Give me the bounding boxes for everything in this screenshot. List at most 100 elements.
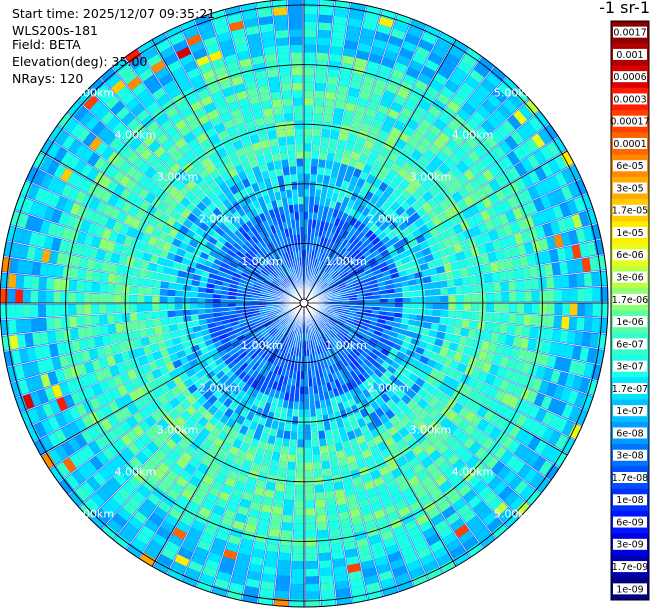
scan-cell [310,416,317,425]
scan-cell [509,496,525,512]
scan-cell [494,189,507,202]
scan-cell [76,304,84,315]
scan-cell [324,333,331,342]
scan-cell [253,354,261,363]
scan-cell [273,321,281,327]
scan-cell [186,405,197,416]
scan-cell [179,356,189,366]
scan-cell [273,7,288,16]
scan-cell [252,286,261,292]
scan-cell [147,493,162,506]
scan-cell [174,415,186,427]
scan-cell [292,408,299,417]
scan-cell [138,269,148,278]
scan-cell [561,358,572,373]
scan-cell [94,370,106,382]
scan-cell [330,270,338,278]
scan-cell [144,546,160,560]
scan-cell [107,477,122,492]
scan-cell [349,508,361,519]
scan-cell [45,304,54,317]
scan-cell [74,190,87,205]
scan-cell [190,291,199,298]
scan-cell [313,235,318,244]
scan-cell [394,184,405,196]
scan-cell [314,393,320,402]
scan-cell [337,352,345,361]
scan-cell [501,119,516,135]
scan-cell [537,128,552,145]
scan-cell [430,468,443,481]
scan-cell [168,534,184,547]
scan-cell [368,364,378,373]
scan-cell [581,257,591,272]
scan-cell [369,245,378,254]
scan-cell [374,556,389,567]
scan-cell [343,109,354,120]
scan-cell [123,132,137,146]
scan-cell [93,260,103,271]
scan-cell [469,389,481,401]
scan-cell [327,207,334,217]
scan-cell [243,195,252,205]
scan-cell [257,180,266,190]
scan-cell [363,480,375,491]
scan-cell [394,474,407,486]
scan-cell [452,458,466,472]
scan-cell [304,432,312,440]
scan-cell [266,335,274,343]
scan-cell [138,40,155,55]
scan-cell [490,66,506,82]
scan-cell [321,460,331,470]
scan-cell [232,220,242,230]
scan-cell [238,278,248,285]
scan-cell [154,449,167,462]
scan-cell [359,90,371,101]
scan-cell [482,263,492,274]
scan-cell [442,532,458,546]
scan-cell [378,181,389,192]
scan-cell [263,402,272,412]
scan-cell [371,382,381,392]
scan-cell [281,407,288,416]
scan-cell [331,328,338,335]
colorbar-label-box [613,93,647,105]
scan-cell [486,303,494,312]
scan-cell [334,226,342,236]
scan-cell [146,120,160,134]
scan-cell [342,348,350,356]
scan-cell [535,408,547,423]
scan-cell [379,147,391,158]
range-ring-label: 2.00km [199,381,241,394]
scan-cell [553,188,566,204]
scan-cell [102,447,115,461]
scan-cell [452,414,464,427]
ray-separator [99,77,305,304]
scan-cell [405,493,418,506]
scan-cell [385,479,398,490]
scan-cell [80,374,92,388]
scan-cell [253,431,262,441]
scan-cell [43,235,54,250]
scan-cell [147,262,157,272]
scan-cell [225,452,236,463]
scan-cell [337,245,344,254]
scan-cell [535,365,547,379]
scan-cell [396,246,406,255]
scan-cell [197,303,206,309]
scan-cell [357,545,371,556]
scan-cell [169,397,180,409]
scan-cell [0,304,8,319]
scan-cell [72,217,84,231]
scan-cell [351,238,360,247]
scan-cell [292,553,304,562]
scan-cell [223,549,238,560]
scan-cell [287,197,294,206]
scan-cell [169,352,179,362]
scan-cell [591,318,600,333]
ray-separator [88,88,305,304]
scan-cell [314,267,320,276]
scan-cell [305,492,315,501]
scan-cell [142,252,152,262]
scan-cell [312,454,321,463]
